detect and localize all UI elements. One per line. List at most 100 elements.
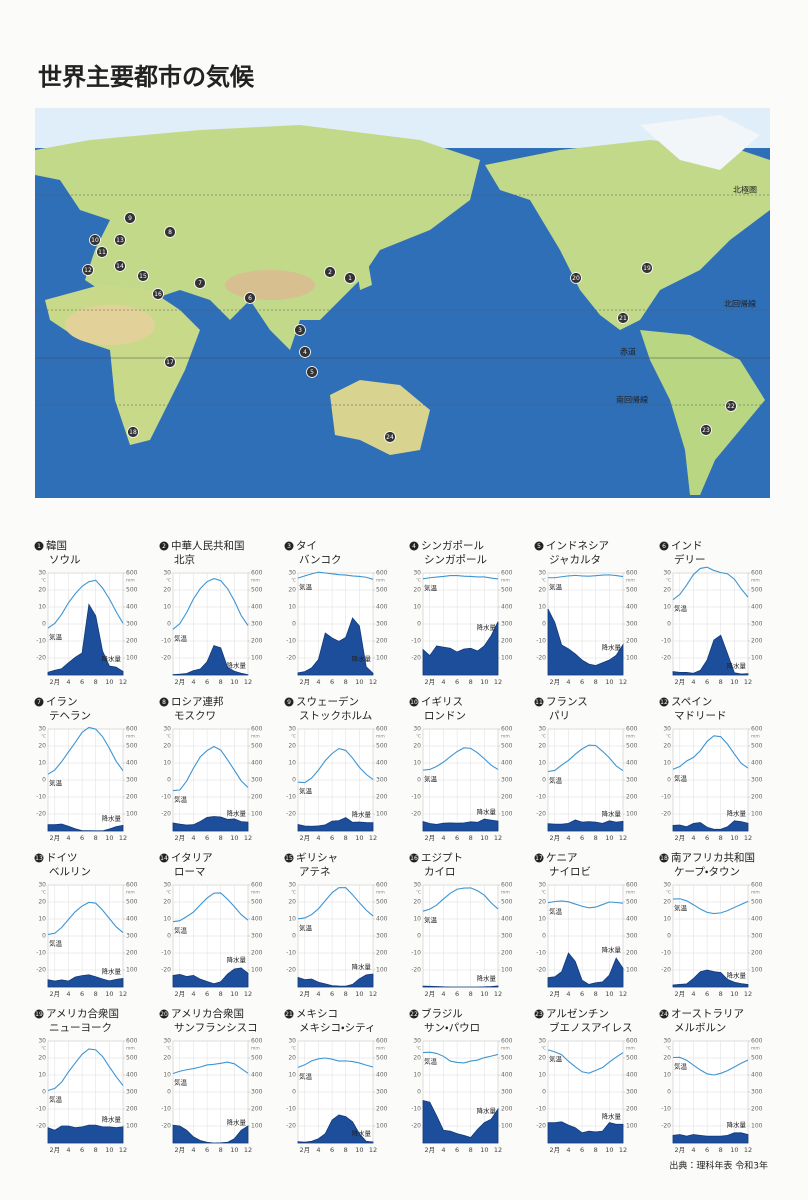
- y2-unit: mm: [376, 1047, 385, 1052]
- badge-number: 3: [287, 543, 291, 550]
- y-tick-label: 30: [38, 1038, 46, 1045]
- series-label: 気温: [424, 915, 438, 924]
- y-tick-label: -20: [536, 1123, 546, 1130]
- precip-area: [422, 621, 499, 676]
- x-tick-label: 12: [244, 678, 252, 686]
- y-tick-label: 20: [38, 899, 46, 906]
- y2-tick-label: 400: [751, 1072, 763, 1079]
- y-tick-label: -10: [536, 1106, 546, 1113]
- y2-tick-label: 400: [626, 916, 638, 923]
- temp-line: [422, 575, 499, 580]
- series-label: 気温: [424, 1057, 438, 1066]
- badge-number: 1: [37, 543, 41, 550]
- chart-title: 中華人民共和国: [171, 539, 245, 552]
- series-label: 降水量: [352, 962, 372, 971]
- chart-subtitle: ベルリン: [49, 866, 91, 878]
- chart-subtitle: シンガポール: [424, 554, 487, 566]
- series-label: 降水量: [477, 807, 497, 816]
- badge-number: 15: [285, 855, 293, 862]
- x-tick-label: 10: [105, 990, 113, 998]
- y-tick-label: 30: [163, 882, 171, 889]
- x-tick-label: 10: [730, 834, 738, 842]
- map-label: 南回帰線: [616, 395, 648, 405]
- series-label: 降水量: [727, 809, 747, 818]
- chart-title: アメリカ合衆国: [46, 1007, 119, 1020]
- x-tick-label: 2月: [424, 678, 435, 686]
- temp-line: [47, 579, 124, 629]
- temp-line: [47, 1048, 124, 1091]
- y-unit: ℃: [666, 734, 671, 740]
- badge-number: 18: [660, 855, 668, 862]
- y2-tick-label: 200: [626, 794, 638, 801]
- y2-unit: mm: [501, 579, 510, 584]
- y-tick-label: -10: [536, 794, 546, 801]
- chart-subtitle: バンコク: [299, 554, 342, 566]
- badge-number: 10: [410, 699, 418, 706]
- temp-line: [297, 571, 374, 580]
- y2-tick-label: 500: [376, 587, 388, 594]
- y2-unit: mm: [376, 735, 385, 740]
- precip-area: [547, 952, 624, 988]
- y-tick-label: 10: [413, 760, 421, 767]
- y2-tick-label: 200: [376, 638, 388, 645]
- x-tick-label: 8: [469, 834, 473, 842]
- map-marker-number: 11: [98, 249, 106, 256]
- y2-tick-label: 300: [126, 933, 138, 940]
- y2-tick-label: 400: [751, 604, 763, 611]
- y-tick-label: -20: [536, 811, 546, 818]
- y-tick-label: 0: [417, 1089, 421, 1096]
- precip-area: [172, 1124, 249, 1144]
- y-tick-label: 20: [538, 1055, 546, 1062]
- x-tick-label: 10: [355, 834, 363, 842]
- temp-line: [672, 735, 749, 770]
- chart-subtitle: ジャカルタ: [549, 554, 601, 566]
- y2-tick-label: 200: [251, 950, 263, 957]
- world-map: 北極圏 北回帰線 赤道 南回帰線: [35, 108, 770, 498]
- x-tick-label: 4: [441, 1146, 445, 1154]
- series-label: 気温: [549, 907, 563, 916]
- precip-area: [297, 817, 374, 832]
- y2-tick-label: 200: [501, 794, 513, 801]
- series-label: 気温: [299, 786, 313, 795]
- x-tick-label: 8: [594, 1146, 598, 1154]
- y-tick-label: 30: [38, 726, 46, 733]
- y2-tick-label: 600: [501, 1038, 513, 1045]
- y2-tick-label: 200: [126, 1106, 138, 1113]
- chart-subtitle: モスクワ: [174, 710, 216, 722]
- x-tick-label: 8: [344, 678, 348, 686]
- y-tick-label: 0: [292, 621, 296, 628]
- y-tick-label: 30: [413, 882, 421, 889]
- y-unit: ℃: [541, 734, 546, 740]
- temp-line: [548, 574, 624, 579]
- x-tick-label: 12: [494, 1146, 502, 1154]
- temp-line: [422, 747, 499, 771]
- y2-tick-label: 200: [126, 638, 138, 645]
- series-label: 降水量: [602, 945, 622, 954]
- series-label: 気温: [299, 1071, 313, 1080]
- map-marker-number: 1: [348, 275, 352, 282]
- x-tick-label: 8: [344, 1146, 348, 1154]
- y2-unit: mm: [501, 1047, 510, 1052]
- y2-unit: mm: [626, 891, 635, 896]
- series-label: 気温: [49, 938, 63, 947]
- y-tick-label: 30: [663, 882, 671, 889]
- x-tick-label: 6: [80, 678, 84, 686]
- badge: [159, 541, 169, 551]
- badge: [534, 541, 544, 551]
- y-unit: ℃: [541, 1046, 546, 1052]
- x-tick-label: 6: [580, 678, 584, 686]
- x-tick-label: 8: [469, 678, 473, 686]
- y2-tick-label: 400: [376, 1072, 388, 1079]
- precip-area: [47, 823, 124, 832]
- x-tick-label: 12: [619, 834, 627, 842]
- y-tick-label: 30: [288, 1038, 296, 1045]
- map-marker: [700, 424, 712, 436]
- y2-tick-label: 600: [126, 1038, 138, 1045]
- y-tick-label: -10: [411, 1106, 421, 1113]
- map-marker: [96, 246, 108, 258]
- y2-tick-label: 500: [626, 743, 638, 750]
- y2-tick-label: 200: [626, 638, 638, 645]
- y2-tick-label: 600: [126, 726, 138, 733]
- y-tick-label: -10: [36, 794, 46, 801]
